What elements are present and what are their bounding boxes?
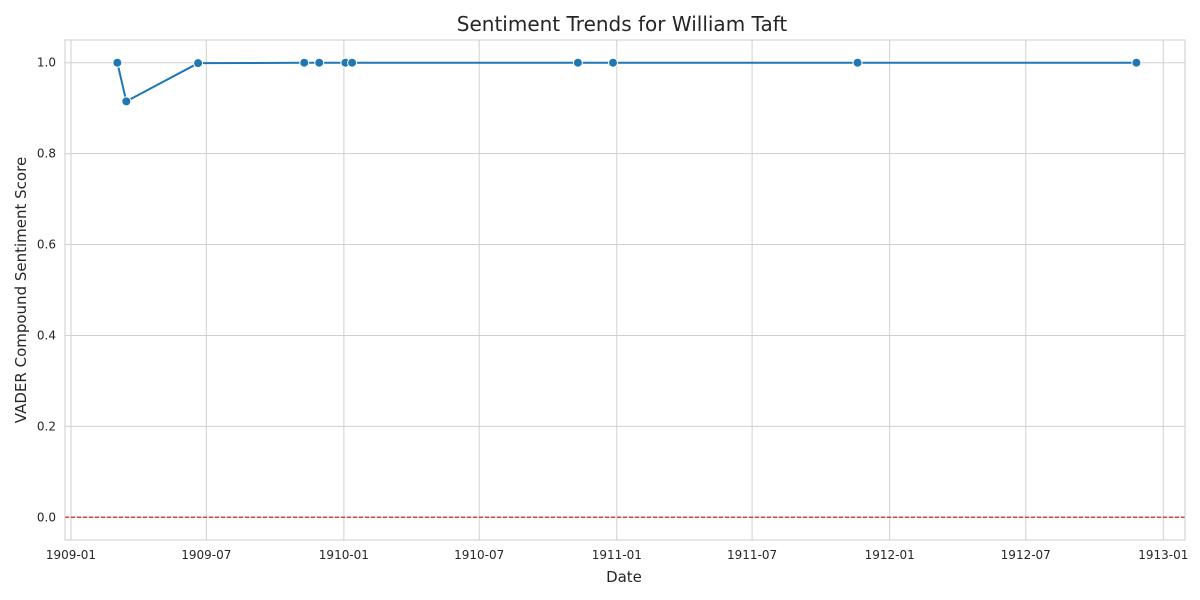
data-point (1131, 57, 1142, 68)
x-axis-label: Date (606, 568, 642, 586)
x-tick-label: 1911-07 (727, 548, 777, 562)
x-tick-label: 1910-07 (454, 548, 504, 562)
y-tick-label: 0.4 (37, 328, 56, 342)
x-tick-label: 1910-01 (319, 548, 369, 562)
data-point (572, 57, 583, 68)
data-point (112, 57, 123, 68)
plot-area (64, 39, 1186, 541)
x-tick-label: 1909-01 (46, 548, 96, 562)
x-tick-label: 1913-01 (1138, 548, 1188, 562)
y-tick-label: 0.0 (37, 510, 56, 524)
x-tick-label: 1912-07 (1001, 548, 1051, 562)
data-point (608, 57, 619, 68)
data-point (193, 58, 204, 69)
x-tick-label: 1909-07 (181, 548, 231, 562)
x-tick-label: 1912-01 (865, 548, 915, 562)
y-tick-label: 1.0 (37, 56, 56, 70)
chart-title: Sentiment Trends for William Taft (457, 12, 788, 36)
y-axis-label: VADER Compound Sentiment Score (12, 157, 30, 423)
data-point (299, 57, 310, 68)
x-tick-labels: 1909-01 1909-07 1910-01 1910-07 1911-01 1911-… (46, 548, 1188, 562)
data-point (121, 96, 132, 107)
data-point (852, 57, 863, 68)
series-layer (112, 57, 1142, 107)
plot-frame (64, 39, 1186, 541)
y-tick-labels: 0.0 0.2 0.4 0.6 0.8 1.0 (37, 56, 56, 525)
y-tick-label: 0.2 (37, 419, 56, 433)
data-point (347, 57, 358, 68)
y-tick-label: 0.6 (37, 238, 56, 252)
y-tick-label: 0.8 (37, 147, 56, 161)
data-point (314, 57, 325, 68)
x-tick-label: 1911-01 (592, 548, 642, 562)
